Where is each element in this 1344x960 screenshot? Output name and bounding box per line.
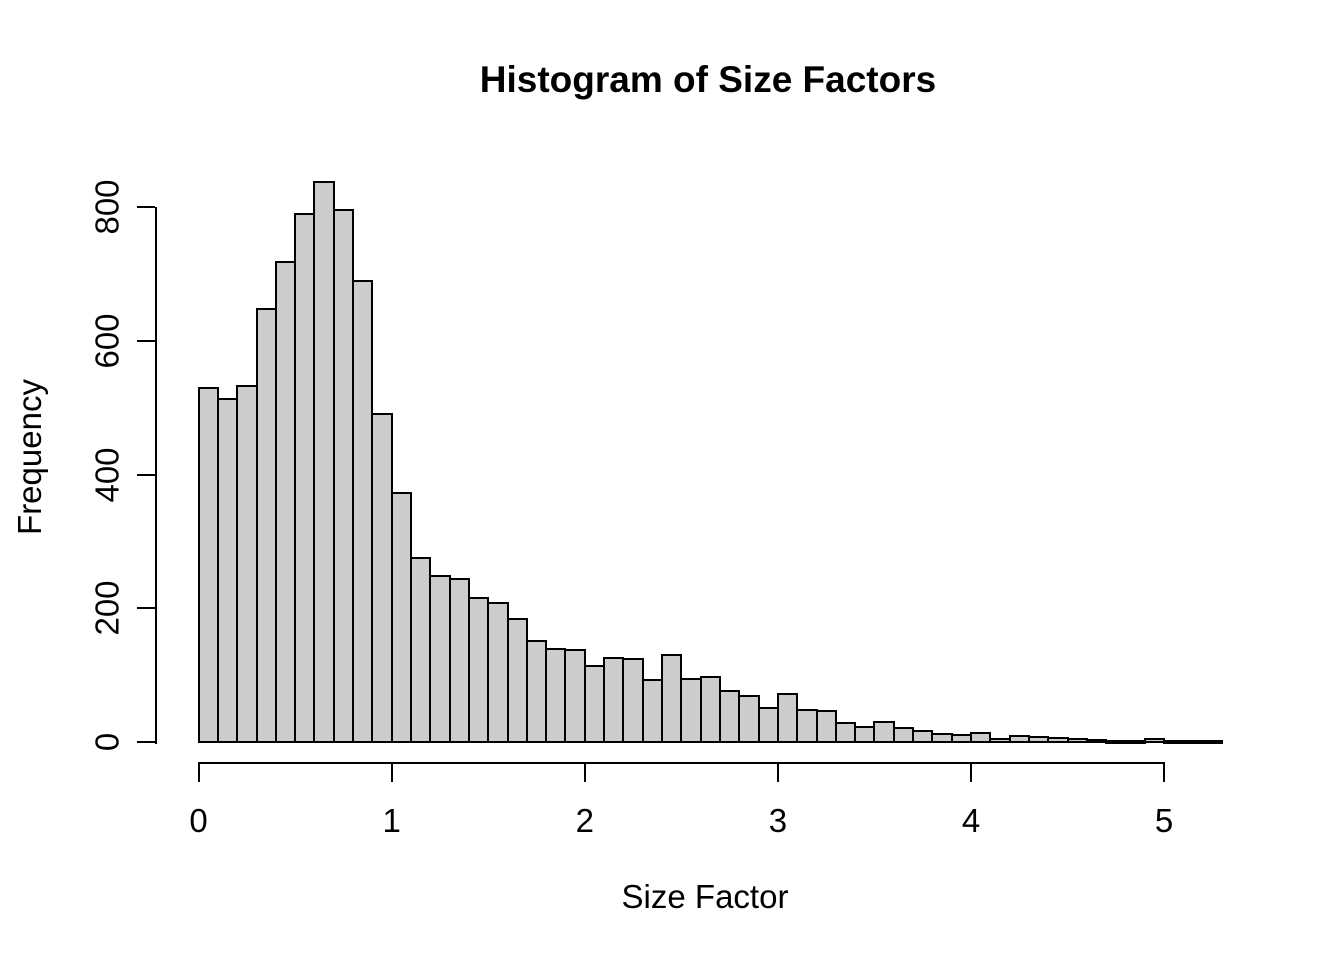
histogram-bar [332, 209, 355, 743]
y-tick-label: 400 [88, 446, 126, 503]
histogram-bar [1085, 738, 1108, 743]
histogram-bar [390, 492, 412, 743]
histogram-bar [410, 557, 432, 743]
histogram-bar [545, 648, 567, 743]
histogram-bar [834, 722, 857, 743]
histogram-bar [989, 737, 1011, 743]
histogram-bar [1201, 739, 1224, 744]
histogram-bar [525, 640, 548, 743]
histogram-bar [1105, 739, 1127, 744]
histogram-bar [1163, 739, 1185, 744]
x-tick-label: 1 [382, 802, 401, 839]
y-tick-label: 800 [88, 179, 126, 235]
y-tick-mark [137, 741, 155, 743]
histogram-bar [1008, 734, 1030, 743]
x-tick-mark [776, 764, 779, 782]
histogram-bar [294, 212, 316, 743]
histogram-bar [429, 575, 451, 743]
histogram-bar [352, 279, 374, 743]
histogram-bar [757, 706, 779, 743]
y-tick-label: 200 [88, 580, 126, 636]
x-tick-label: 4 [961, 802, 981, 839]
histogram-bar [699, 676, 721, 743]
histogram-bar [197, 386, 219, 743]
x-tick-mark [583, 764, 586, 782]
histogram-bar [1182, 740, 1204, 744]
y-tick-mark [137, 339, 155, 342]
x-tick-label: 5 [1154, 802, 1174, 839]
y-tick-mark [137, 206, 155, 208]
x-tick-label: 2 [575, 802, 594, 839]
histogram-bar [931, 732, 953, 743]
y-axis-line [155, 207, 157, 744]
histogram-bar [873, 720, 895, 743]
x-tick-label: 0 [189, 802, 208, 839]
histogram-bar [371, 413, 393, 743]
histogram-bar [274, 260, 297, 743]
histogram-bar [236, 385, 258, 743]
histogram-bar [950, 733, 972, 743]
histogram-bar [641, 678, 664, 743]
histogram-bar [603, 657, 625, 743]
histogram-bar [467, 596, 490, 743]
histogram-bar [680, 678, 702, 743]
histogram-bar [912, 730, 934, 743]
histogram-bar [216, 397, 239, 743]
histogram-bar [1143, 738, 1166, 743]
y-tick-label: 600 [88, 313, 126, 369]
x-tick-label: 3 [768, 802, 788, 839]
histogram-bar [564, 648, 586, 743]
y-tick-mark [137, 607, 155, 610]
histogram-bar [1047, 736, 1069, 743]
histogram-bar [815, 709, 837, 743]
histogram-bar [661, 654, 683, 743]
y-tick-label: 0 [88, 732, 126, 752]
histogram-bar [583, 664, 606, 743]
histogram-bar [892, 726, 915, 743]
x-axis-line [197, 762, 1166, 764]
histogram-bar [622, 658, 644, 743]
x-tick-mark [1163, 764, 1166, 782]
x-tick-mark [970, 764, 972, 782]
histogram-bar [970, 732, 992, 743]
histogram-bar [255, 307, 277, 743]
histogram-bar [506, 617, 528, 743]
histogram-bar [1027, 735, 1050, 743]
histogram-bar [487, 601, 509, 743]
histogram-bar [448, 578, 470, 743]
histogram-bar [796, 708, 818, 743]
histogram-bar [776, 692, 799, 743]
x-tick-mark [197, 764, 200, 782]
histogram-bar [738, 694, 760, 743]
histogram-bar [854, 726, 876, 743]
histogram-bar [1124, 740, 1146, 744]
chart-title: Histogram of Size Factors [479, 59, 937, 100]
histogram-bar [1066, 738, 1088, 743]
histogram-bar [718, 689, 741, 743]
y-tick-mark [137, 473, 155, 476]
x-axis-label: Size Factor [621, 878, 789, 915]
x-tick-mark [390, 764, 393, 782]
histogram-bar [313, 180, 335, 743]
